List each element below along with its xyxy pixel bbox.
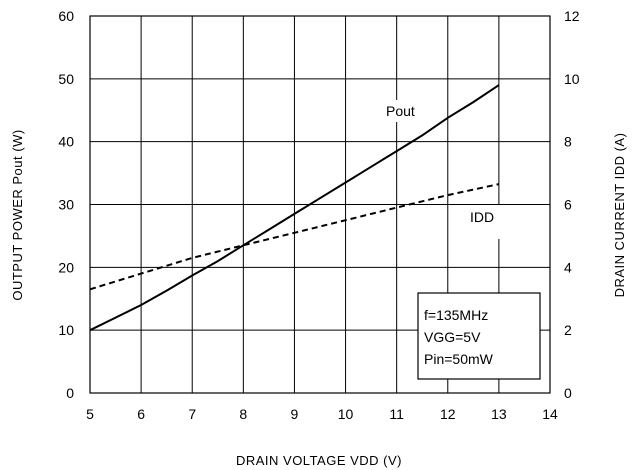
y-right-tick-4: 4 (564, 259, 572, 275)
x-tick-labels: 5 6 7 8 9 10 11 12 13 14 (86, 406, 558, 422)
x-tick-10: 10 (338, 406, 354, 422)
conditions-box (417, 292, 541, 380)
x-tick-6: 6 (137, 406, 145, 422)
x-tick-11: 11 (389, 406, 404, 422)
y-right-axis-title: DRAIN CURRENT IDD (A) (612, 133, 627, 298)
y-left-axis-title: OUTPUT POWER Pout (W) (10, 129, 25, 300)
x-tick-14: 14 (542, 406, 558, 422)
y-left-tick-30: 30 (58, 197, 74, 213)
x-tick-7: 7 (188, 406, 196, 422)
y-right-tick-6: 6 (564, 197, 572, 213)
y-left-tick-50: 50 (58, 71, 74, 87)
x-tick-9: 9 (291, 406, 299, 422)
x-tick-12: 12 (440, 406, 456, 422)
x-tick-8: 8 (239, 406, 247, 422)
x-tick-13: 13 (491, 406, 507, 422)
y-right-tick-10: 10 (564, 71, 580, 87)
y-right-tick-2: 2 (564, 322, 572, 338)
y-left-tick-20: 20 (58, 259, 74, 275)
y-left-tick-60: 60 (58, 8, 74, 24)
plot-frame (89, 15, 551, 394)
y-right-tick-12: 12 (564, 8, 580, 24)
y-right-tick-8: 8 (564, 134, 572, 150)
y-left-tick-labels: 0 10 20 30 40 50 60 (58, 8, 74, 401)
y-left-tick-40: 40 (58, 134, 74, 150)
series-line-idd (89, 183, 500, 291)
series-label-idd: IDD (470, 209, 494, 225)
idd-label-background (450, 205, 504, 239)
series-line-pout (89, 84, 500, 332)
y-right-tick-0: 0 (564, 385, 572, 401)
series-curves (89, 84, 500, 332)
y-left-tick-10: 10 (58, 322, 74, 338)
series-label-pout: Pout (386, 103, 415, 119)
annotation-pin: Pin=50mW (424, 351, 494, 367)
pout-label-background (382, 100, 430, 122)
x-axis-title: DRAIN VOLTAGE VDD (V) (236, 453, 402, 468)
annotation-frequency: f=135MHz (424, 307, 488, 323)
y-left-tick-0: 0 (66, 385, 74, 401)
annotation-vgg: VGG=5V (424, 329, 481, 345)
y-right-tick-labels: 0 2 4 6 8 10 12 (564, 8, 580, 401)
x-tick-5: 5 (86, 406, 94, 422)
